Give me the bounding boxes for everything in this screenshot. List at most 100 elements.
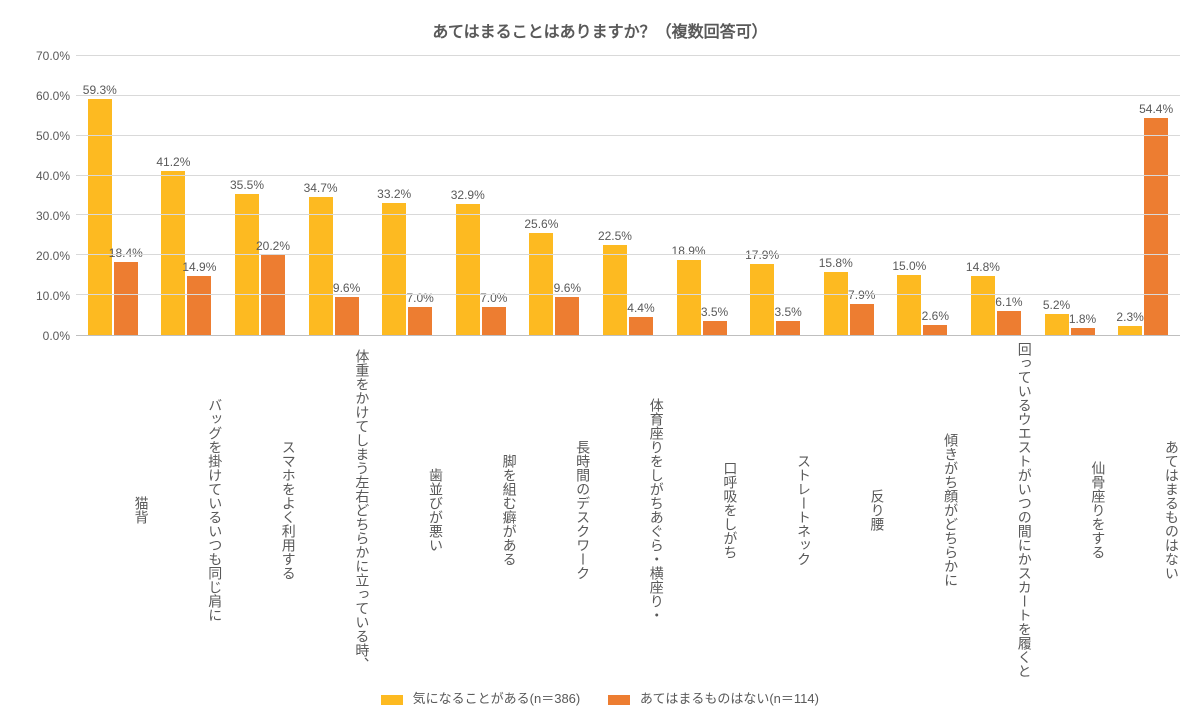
- bars-container: 59.3%18.4%41.2%14.9%35.5%20.2%34.7%9.6%3…: [76, 56, 1180, 335]
- value-label: 18.9%: [672, 244, 706, 258]
- bar-series-2: 7.0%: [482, 307, 506, 335]
- value-label: 15.0%: [892, 259, 926, 273]
- legend-label-1: 気になることがある(n＝386): [413, 691, 581, 706]
- grid-line: [76, 55, 1180, 56]
- bar-series-1: 17.9%: [750, 264, 774, 335]
- y-tick: 50.0%: [36, 129, 70, 143]
- bar-chart: あてはまることはありますか？（複数回答可） 0.0% 10.0% 20.0% 30.0…: [0, 0, 1200, 546]
- value-label: 3.5%: [701, 305, 728, 319]
- value-label: 22.5%: [598, 229, 632, 243]
- bar-series-2: 18.4%: [114, 262, 138, 335]
- y-tick: 70.0%: [36, 49, 70, 63]
- y-axis: 0.0%10.0%20.0%30.0%40.0%50.0%60.0%70.0%: [20, 56, 76, 336]
- grid-line: [76, 254, 1180, 255]
- bar-group: 34.7%9.6%: [297, 56, 371, 335]
- value-label: 35.5%: [230, 178, 264, 192]
- x-label: 歯並びが悪い: [370, 340, 444, 678]
- bar-group: 14.8%6.1%: [959, 56, 1033, 335]
- legend-item-1: 気になることがある(n＝386): [381, 688, 580, 707]
- bar-series-2: 7.0%: [408, 307, 432, 335]
- bar-series-1: 18.9%: [677, 260, 701, 335]
- bar-series-2: 14.9%: [187, 276, 211, 335]
- bar-series-1: 41.2%: [161, 171, 185, 335]
- x-label: 仙骨座りをする: [1033, 340, 1107, 678]
- x-label: 顔がどちらかに傾きがち: [886, 340, 960, 678]
- x-label: あぐら・横座り・体育座りをしがち: [591, 340, 665, 678]
- x-label: スカートを履くとウエストがいつの間にか回っている: [959, 340, 1033, 678]
- bar-group: 35.5%20.2%: [223, 56, 297, 335]
- bar-group: 41.2%14.9%: [150, 56, 224, 335]
- value-label: 4.4%: [627, 301, 654, 315]
- plot-area: 0.0%10.0%20.0%30.0%40.0%50.0%60.0%70.0% …: [20, 56, 1180, 336]
- bar-series-1: 25.6%: [529, 233, 553, 335]
- bar-series-1: 14.8%: [971, 276, 995, 335]
- bar-series-2: 9.6%: [555, 297, 579, 335]
- bar-series-2: 7.9%: [850, 304, 874, 335]
- bar-series-1: 34.7%: [309, 197, 333, 335]
- legend-swatch-2: [608, 695, 630, 705]
- chart-title: あてはまることはありますか？（複数回答可）: [20, 18, 1180, 42]
- bar-series-1: 15.8%: [824, 272, 848, 335]
- bar-group: 5.2%1.8%: [1033, 56, 1107, 335]
- value-label: 2.3%: [1116, 310, 1143, 324]
- bar-group: 18.9%3.5%: [665, 56, 739, 335]
- x-label: 反り腰: [812, 340, 886, 678]
- bar-series-2: 1.8%: [1071, 328, 1095, 335]
- grid-line: [76, 175, 1180, 176]
- bar-group: 17.9%3.5%: [738, 56, 812, 335]
- bar-series-2: 3.5%: [776, 321, 800, 335]
- value-label: 1.8%: [1069, 312, 1096, 326]
- value-label: 14.9%: [182, 260, 216, 274]
- legend: 気になることがある(n＝386) あてはまるものはない(n＝114): [20, 688, 1180, 707]
- bar-series-2: 3.5%: [703, 321, 727, 335]
- bar-group: 15.0%2.6%: [886, 56, 960, 335]
- x-label: スマホをよく利用する: [223, 340, 297, 678]
- plot: 59.3%18.4%41.2%14.9%35.5%20.2%34.7%9.6%3…: [76, 56, 1180, 336]
- value-label: 5.2%: [1043, 298, 1070, 312]
- grid-line: [76, 214, 1180, 215]
- bar-series-1: 15.0%: [897, 275, 921, 335]
- value-label: 9.6%: [333, 281, 360, 295]
- value-label: 2.6%: [922, 309, 949, 323]
- x-label: 立っている時、左右どちらかに体重をかけてしまう: [297, 340, 371, 678]
- value-label: 6.1%: [995, 295, 1022, 309]
- x-label: 猫背: [76, 340, 150, 678]
- x-label: 脚を組む癖がある: [444, 340, 518, 678]
- value-label: 32.9%: [451, 188, 485, 202]
- bar-series-1: 22.5%: [603, 245, 627, 335]
- bar-series-1: 5.2%: [1045, 314, 1069, 335]
- x-label: あてはまるものはない: [1106, 340, 1180, 678]
- bar-series-1: 33.2%: [382, 203, 406, 335]
- bar-series-1: 32.9%: [456, 204, 480, 335]
- y-tick: 10.0%: [36, 289, 70, 303]
- bar-series-2: 4.4%: [629, 317, 653, 335]
- value-label: 33.2%: [377, 187, 411, 201]
- value-label: 41.2%: [156, 155, 190, 169]
- grid-line: [76, 95, 1180, 96]
- legend-item-2: あてはまるものはない(n＝114): [608, 688, 819, 707]
- bar-group: 25.6%9.6%: [518, 56, 592, 335]
- y-tick: 0.0%: [43, 329, 70, 343]
- x-label: 口呼吸をしがち: [665, 340, 739, 678]
- grid-line: [76, 135, 1180, 136]
- y-tick: 20.0%: [36, 249, 70, 263]
- bar-series-1: 2.3%: [1118, 326, 1142, 335]
- bar-group: 33.2%7.0%: [370, 56, 444, 335]
- value-label: 14.8%: [966, 260, 1000, 274]
- x-label: ストレートネック: [738, 340, 812, 678]
- value-label: 3.5%: [774, 305, 801, 319]
- bar-group: 32.9%7.0%: [444, 56, 518, 335]
- bar-group: 2.3%54.4%: [1106, 56, 1180, 335]
- bar-series-2: 2.6%: [923, 325, 947, 335]
- value-label: 9.6%: [554, 281, 581, 295]
- bar-group: 15.8%7.9%: [812, 56, 886, 335]
- x-axis-labels: 猫背いつも同じ肩にバッグを掛けているスマホをよく利用する立っている時、左右どちら…: [76, 340, 1180, 678]
- value-label: 34.7%: [304, 181, 338, 195]
- bar-series-2: 54.4%: [1144, 118, 1168, 335]
- y-tick: 40.0%: [36, 169, 70, 183]
- y-tick: 30.0%: [36, 209, 70, 223]
- bar-group: 59.3%18.4%: [76, 56, 150, 335]
- bar-series-2: 6.1%: [997, 311, 1021, 335]
- x-label: いつも同じ肩にバッグを掛けている: [150, 340, 224, 678]
- bar-group: 22.5%4.4%: [591, 56, 665, 335]
